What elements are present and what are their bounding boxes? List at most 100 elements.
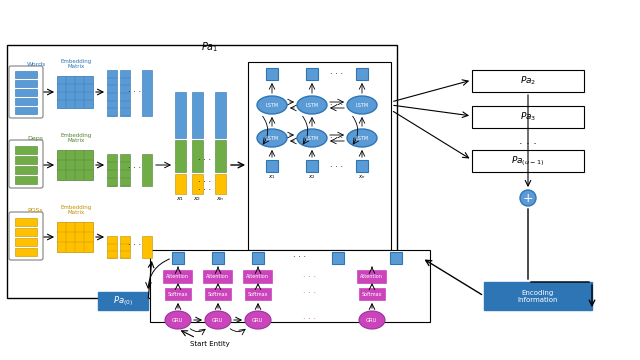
Text: +: + — [523, 192, 533, 204]
Text: Words: Words — [27, 62, 46, 67]
Ellipse shape — [245, 311, 271, 329]
Bar — [15, 156, 37, 164]
Text: $x_n$: $x_n$ — [358, 173, 366, 181]
Bar — [359, 288, 385, 300]
Bar — [165, 288, 191, 300]
Bar — [175, 140, 186, 172]
Ellipse shape — [347, 96, 377, 114]
Bar — [215, 92, 226, 138]
Bar — [15, 228, 37, 236]
Bar — [215, 174, 226, 194]
Bar — [245, 288, 271, 300]
Bar — [107, 70, 117, 116]
Bar — [175, 174, 186, 194]
Bar — [192, 140, 203, 172]
Text: Attention: Attention — [206, 274, 229, 279]
Text: LSTM: LSTM — [305, 103, 319, 108]
Text: POSs: POSs — [27, 207, 43, 212]
Text: · · ·: · · · — [330, 134, 344, 143]
Bar — [15, 89, 37, 96]
Ellipse shape — [257, 129, 287, 147]
FancyBboxPatch shape — [9, 140, 43, 188]
Bar — [306, 68, 318, 80]
Bar — [356, 68, 368, 80]
Text: · · ·: · · · — [293, 253, 307, 262]
Ellipse shape — [297, 129, 327, 147]
Bar — [150, 250, 430, 322]
Text: $x_1$: $x_1$ — [268, 173, 276, 181]
Bar — [356, 160, 368, 172]
Text: $Pa_2$: $Pa_2$ — [520, 75, 536, 87]
Text: Attention: Attention — [166, 274, 189, 279]
Bar — [57, 222, 93, 252]
Ellipse shape — [520, 190, 536, 206]
Text: Embedding
Matrix: Embedding Matrix — [60, 204, 92, 215]
Text: $Pa_1$: $Pa_1$ — [201, 40, 219, 54]
Text: $x_n$: $x_n$ — [216, 195, 225, 203]
Bar — [266, 68, 278, 80]
FancyBboxPatch shape — [9, 212, 43, 260]
Bar — [15, 218, 37, 226]
Text: Softmax: Softmax — [208, 292, 228, 297]
Bar — [192, 174, 203, 194]
Text: $x_2$: $x_2$ — [193, 195, 202, 203]
Text: $Pa_{(0)}$: $Pa_{(0)}$ — [113, 294, 133, 308]
Text: LSTM: LSTM — [266, 103, 278, 108]
Bar — [142, 70, 152, 116]
Bar — [15, 71, 37, 78]
Bar — [98, 292, 148, 310]
Text: Embedding
Matrix: Embedding Matrix — [60, 59, 92, 69]
Bar — [472, 106, 584, 128]
Bar — [15, 98, 37, 105]
Text: Attention: Attention — [360, 274, 383, 279]
Bar — [212, 252, 224, 264]
Text: $x_2$: $x_2$ — [308, 173, 316, 181]
FancyBboxPatch shape — [9, 66, 43, 118]
Bar — [306, 160, 318, 172]
Bar — [15, 238, 37, 246]
Bar — [252, 252, 264, 264]
Bar — [15, 107, 37, 114]
Text: Embedding
Matrix: Embedding Matrix — [60, 132, 92, 143]
Bar — [7, 45, 397, 298]
Ellipse shape — [205, 311, 231, 329]
Bar — [390, 252, 402, 264]
Text: Softmax: Softmax — [168, 292, 188, 297]
Bar — [215, 140, 226, 172]
Bar — [57, 150, 93, 180]
Bar — [15, 248, 37, 256]
Text: GRU: GRU — [172, 318, 184, 323]
Text: $Pa_3$: $Pa_3$ — [520, 111, 536, 123]
Text: · · ·: · · · — [198, 156, 212, 165]
Text: · · ·: · · · — [303, 289, 317, 298]
Text: Softmax: Softmax — [248, 292, 268, 297]
Bar — [142, 154, 152, 186]
Bar — [192, 92, 203, 138]
Text: LSTM: LSTM — [355, 135, 369, 140]
Text: $x_1$: $x_1$ — [177, 195, 184, 203]
Text: · · ·: · · · — [519, 139, 537, 149]
Text: · · ·: · · · — [129, 242, 141, 251]
Bar — [248, 62, 391, 250]
Ellipse shape — [297, 96, 327, 114]
Text: Attention: Attention — [246, 274, 269, 279]
Text: LSTM: LSTM — [266, 135, 278, 140]
Text: · · ·: · · · — [303, 273, 317, 282]
Bar — [205, 288, 231, 300]
Text: GRU: GRU — [252, 318, 264, 323]
Bar — [107, 236, 117, 258]
Text: LSTM: LSTM — [355, 103, 369, 108]
Text: · · ·: · · · — [198, 177, 212, 186]
Bar — [484, 282, 592, 310]
Text: GRU: GRU — [366, 318, 378, 323]
Text: · · ·: · · · — [330, 100, 344, 109]
Text: GRU: GRU — [212, 318, 224, 323]
Text: · · ·: · · · — [303, 315, 317, 324]
Bar — [120, 70, 130, 116]
Text: $Pa_{(u-1)}$: $Pa_{(u-1)}$ — [511, 154, 545, 168]
Bar — [120, 236, 130, 258]
Bar — [332, 252, 344, 264]
Text: Start Entity: Start Entity — [190, 341, 230, 347]
Bar — [266, 160, 278, 172]
Text: Softmax: Softmax — [362, 292, 382, 297]
